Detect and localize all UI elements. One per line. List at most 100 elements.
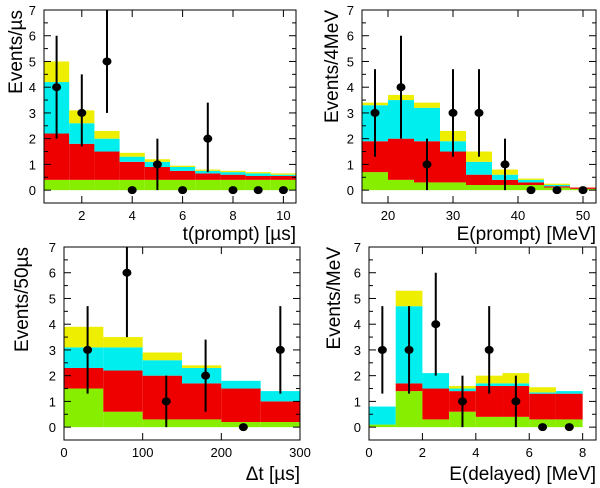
data-point [102,57,112,66]
data-point [83,345,93,354]
bar-cyan [103,347,143,371]
bar-yellow [245,172,271,174]
bar-red [388,138,414,180]
bar-yellow [119,152,145,157]
y-tick-label: 6 [347,29,354,44]
x-tick-label: 0 [365,445,372,460]
y-axis-label: Events/MeV [324,247,345,350]
bar-green [388,179,414,191]
data-point [396,83,406,92]
y-tick-label: 5 [354,291,361,306]
bar-yellow [64,326,104,348]
data-point [538,423,548,432]
bar-red [221,388,261,422]
y-tick-label: 4 [354,317,361,332]
y-tick-label: 0 [29,183,36,198]
bar-cyan [422,373,450,389]
data-point [431,320,441,329]
y-tick-label: 4 [347,80,354,95]
bar-green [170,179,196,191]
bar-cyan [270,174,296,176]
x-tick-label: 2 [419,445,426,460]
data-point [278,186,288,195]
data-point [370,108,380,117]
x-axis-label: E(prompt) [MeV] [457,224,596,245]
x-tick-label: 4 [472,445,479,460]
bar-yellow [518,178,544,180]
bar-green [44,179,70,191]
bar-yellow [544,183,570,185]
bar-red [466,174,492,185]
data-point [238,423,248,432]
data-point [377,345,387,354]
bar-cyan [529,392,556,394]
bar-yellow [270,173,296,175]
y-tick-label: 3 [347,106,354,121]
y-tick-label: 3 [49,343,56,358]
y-tick-label: 0 [354,420,361,435]
plot-frame [361,9,597,204]
data-point [201,371,211,380]
bar-red [182,383,222,420]
x-tick-label: 100 [132,445,154,460]
chart-tr: 0 1 2 3 4 5 6 7 20 30 40 50E(prompt) [MeV] Events/4M… [322,3,597,245]
bar-green [220,179,246,191]
bar-red [119,161,145,180]
bar-green [142,419,182,428]
x-tick-label: 2 [78,208,85,223]
bar-yellow [103,337,143,348]
bar-red [555,393,583,420]
bar-yellow [182,365,222,368]
x-tick-label: 0 [60,445,67,460]
bar-cyan [64,347,104,368]
bar-red [270,175,296,180]
y-tick-label: 2 [354,369,361,384]
bar-green [245,179,271,191]
y-tick-label: 6 [354,266,361,281]
data-point [228,186,238,195]
bar-red [69,143,95,180]
bar-cyan [555,391,583,394]
plot-frame [43,9,297,204]
bar-green [466,184,492,191]
data-point [52,83,62,92]
data-point [275,345,285,354]
bar-yellow [395,290,423,307]
data-point [178,186,188,195]
bar-red [142,375,182,420]
x-axis-label: t(prompt) [µs] [183,224,296,245]
bar-red [422,388,450,420]
bar-cyan [170,166,196,171]
x-tick-label: 8 [229,208,236,223]
bar-cyan [544,184,570,187]
bar-cyan [260,391,300,402]
y-tick-label: 2 [29,132,36,147]
data-point [77,108,87,117]
y-tick-label: 5 [49,291,56,306]
bar-red [518,182,544,185]
bar-green [69,179,95,191]
x-tick-label: 200 [210,445,232,460]
data-point [152,160,162,169]
data-point [422,160,432,169]
bar-yellow [529,387,556,393]
bar-yellow [142,352,182,361]
x-tick-label: 50 [576,208,590,223]
bar-green [64,388,104,428]
bar-cyan [369,406,396,425]
bar-red [260,401,300,422]
bar-cyan [414,107,440,142]
bar-red [529,393,556,420]
y-tick-label: 4 [29,80,36,95]
data-point [511,397,521,406]
bar-yellow [466,151,492,162]
bar-red [64,367,104,389]
y-tick-label: 1 [49,394,56,409]
data-point [457,397,467,406]
bar-cyan [245,173,271,176]
data-point [404,345,414,354]
y-tick-label: 4 [49,317,56,332]
y-tick-label: 0 [347,183,354,198]
y-tick-label: 2 [49,369,56,384]
